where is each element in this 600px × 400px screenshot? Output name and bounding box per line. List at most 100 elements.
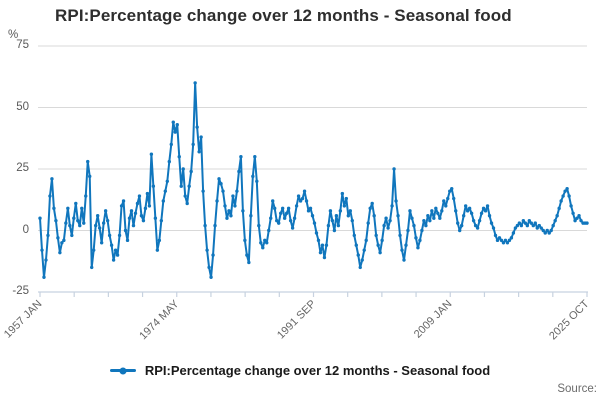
- data-point: [571, 211, 575, 215]
- data-point: [328, 209, 333, 213]
- data-point: [539, 226, 543, 230]
- data-point: [247, 260, 251, 265]
- data-point: [507, 238, 512, 243]
- data-point: [245, 253, 249, 257]
- data-point: [386, 226, 390, 230]
- data-point: [56, 236, 60, 240]
- data-point: [436, 211, 440, 215]
- data-point: [40, 248, 44, 252]
- data-point: [82, 221, 86, 225]
- data-point: [533, 221, 537, 225]
- y-tick-label: -25: [12, 285, 29, 297]
- data-point: [561, 194, 565, 198]
- data-point: [434, 206, 438, 211]
- data-point: [143, 206, 148, 211]
- data-point: [378, 250, 382, 255]
- data-point: [306, 209, 311, 213]
- data-point: [461, 214, 466, 218]
- data-point: [50, 177, 54, 181]
- data-point: [515, 223, 520, 228]
- data-point: [442, 199, 446, 203]
- data-point: [410, 216, 414, 220]
- data-point: [527, 218, 532, 223]
- data-point: [356, 253, 360, 257]
- data-point: [161, 199, 166, 203]
- data-point: [58, 250, 62, 255]
- data-point: [107, 233, 112, 238]
- data-point: [404, 243, 408, 247]
- data-point: [280, 206, 285, 211]
- y-tick-label: 50: [16, 100, 29, 113]
- data-point: [585, 221, 589, 225]
- data-point: [141, 218, 146, 223]
- data-point: [133, 211, 138, 215]
- data-point: [444, 204, 448, 208]
- data-point: [259, 241, 263, 245]
- data-point: [517, 221, 522, 225]
- data-point: [450, 186, 454, 191]
- data-point: [255, 179, 259, 183]
- data-point: [559, 199, 563, 203]
- data-point: [243, 238, 247, 243]
- data-point: [477, 218, 482, 223]
- data-point: [227, 209, 231, 213]
- data-point: [537, 223, 541, 228]
- data-point: [115, 253, 120, 257]
- legend-dot-icon: [119, 367, 127, 374]
- data-point: [390, 204, 394, 208]
- data-point: [567, 194, 571, 198]
- data-point: [203, 223, 207, 228]
- data-point: [229, 214, 233, 218]
- data-point: [314, 231, 319, 235]
- data-point: [88, 174, 92, 179]
- data-point: [294, 204, 299, 208]
- data-point: [137, 194, 142, 198]
- source-label: Source:: [557, 383, 597, 395]
- data-point: [284, 211, 289, 215]
- data-point: [557, 206, 561, 211]
- data-point: [531, 223, 535, 228]
- data-point: [414, 236, 418, 240]
- data-point: [54, 218, 58, 223]
- data-point: [145, 191, 150, 196]
- data-point: [209, 275, 213, 279]
- data-point: [422, 218, 426, 223]
- data-point: [495, 238, 500, 243]
- data-point: [467, 206, 472, 211]
- data-point: [452, 196, 456, 201]
- data-point: [475, 226, 480, 230]
- data-point: [575, 216, 579, 220]
- data-point: [286, 206, 291, 211]
- data-point: [412, 223, 416, 228]
- data-point: [62, 238, 66, 243]
- data-point: [78, 223, 82, 228]
- data-point: [372, 214, 376, 218]
- data-point: [420, 228, 424, 233]
- data-point: [231, 194, 235, 198]
- data-point: [60, 241, 64, 245]
- data-point: [269, 216, 273, 220]
- data-point: [448, 189, 452, 193]
- data-point: [257, 223, 261, 228]
- data-point: [565, 186, 569, 191]
- data-point: [555, 214, 559, 218]
- data-line: [39, 81, 588, 279]
- data-point: [163, 189, 168, 193]
- data-point: [338, 209, 343, 213]
- data-point: [273, 206, 277, 211]
- data-point: [103, 209, 108, 213]
- data-point: [370, 201, 374, 206]
- data-point: [454, 209, 458, 213]
- data-point: [402, 258, 406, 262]
- data-point: [408, 209, 412, 213]
- data-point: [394, 199, 398, 203]
- data-point: [101, 221, 106, 225]
- data-point: [489, 221, 494, 225]
- y-tick-label: 25: [16, 162, 29, 174]
- data-point: [509, 236, 514, 240]
- data-point: [151, 184, 156, 188]
- data-point: [312, 221, 317, 225]
- data-point: [74, 201, 78, 206]
- data-point: [430, 209, 434, 213]
- data-point: [380, 238, 384, 243]
